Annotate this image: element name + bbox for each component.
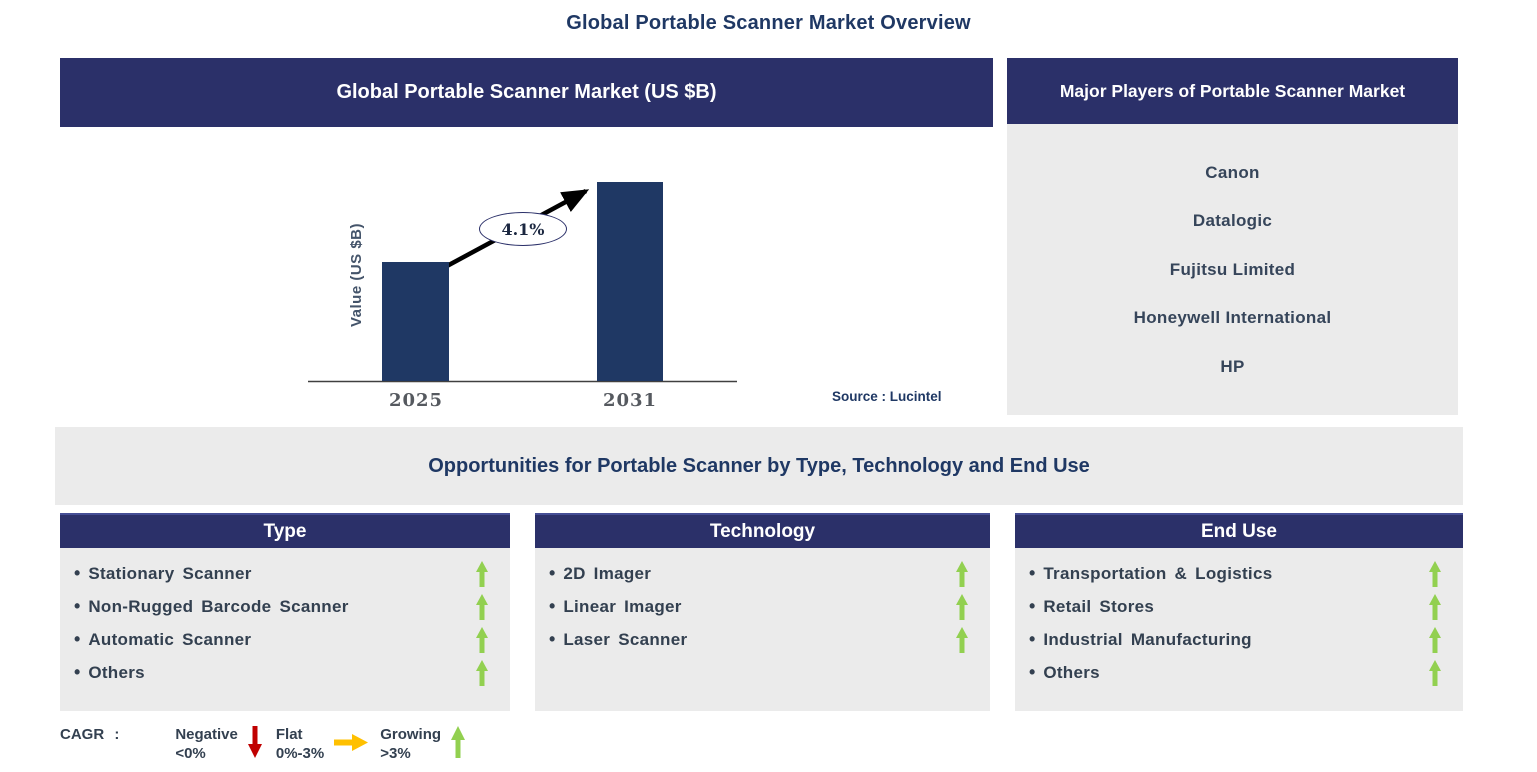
- item-label: Automatic Scanner: [88, 629, 252, 649]
- item-label: Retail Stores: [1043, 596, 1155, 616]
- chart-canvas: [308, 189, 737, 383]
- major-players-header: Major Players of Portable Scanner Market: [1007, 58, 1458, 124]
- legend-growing-name: Growing: [380, 726, 442, 743]
- technology-header-label: Technology: [709, 520, 816, 542]
- cagr-value: 4.1%: [501, 219, 545, 239]
- type-column: Type • Stationary Scanner • Non-Rugged B…: [60, 513, 510, 711]
- legend-growing-range: >3%: [380, 744, 411, 762]
- end-use-column: End Use • Transportation & Logistics • R…: [1015, 513, 1463, 711]
- bullet-icon: •: [549, 596, 556, 616]
- bullet-icon: •: [549, 563, 556, 583]
- item-label: Non-Rugged Barcode Scanner: [88, 596, 349, 616]
- bullet-icon: •: [74, 662, 81, 682]
- trend-up-icon: [476, 561, 488, 587]
- item-label: Stationary Scanner: [88, 563, 252, 583]
- opportunities-title: Opportunities for Portable Scanner by Ty…: [428, 454, 1090, 477]
- end-use-column-header: End Use: [1015, 513, 1463, 548]
- list-item: • Others: [1015, 656, 1463, 689]
- type-header-label: Type: [263, 520, 307, 542]
- source-note: Source : Lucintel: [832, 389, 942, 404]
- type-column-body: • Stationary Scanner • Non-Rugged Barcod…: [60, 548, 510, 711]
- item-label: Industrial Manufacturing: [1043, 629, 1252, 649]
- item-label: Linear Imager: [563, 596, 682, 616]
- cagr-badge: 4.1%: [479, 212, 567, 246]
- x-tick-2031: 2031: [602, 390, 658, 411]
- cagr-legend: CAGR : Negative <0% Flat 0%-3% Growing >…: [60, 726, 466, 764]
- legend-flat-name: Flat: [275, 726, 303, 743]
- item-label: Others: [1043, 662, 1100, 682]
- major-players-list: Canon Datalogic Fujitsu Limited Honeywel…: [1007, 124, 1458, 415]
- trend-flat-icon: [334, 734, 369, 751]
- bar-2031: [597, 182, 663, 381]
- bullet-icon: •: [74, 629, 81, 649]
- bullet-icon: •: [1029, 596, 1036, 616]
- cagr-legend-label: CAGR :: [60, 726, 120, 743]
- trend-up-icon: [476, 594, 488, 620]
- bullet-icon: •: [549, 629, 556, 649]
- x-tick-2025: 2025: [388, 390, 444, 411]
- trend-up-icon: [956, 594, 968, 620]
- bar-2025: [382, 262, 449, 381]
- item-label: 2D Imager: [563, 563, 652, 583]
- list-item: • Linear Imager: [535, 590, 990, 623]
- bullet-icon: •: [1029, 629, 1036, 649]
- page-title: Global Portable Scanner Market Overview: [566, 12, 971, 34]
- bullet-icon: •: [74, 563, 81, 583]
- list-item: • 2D Imager: [535, 557, 990, 590]
- list-item: • Industrial Manufacturing: [1015, 623, 1463, 656]
- player-name: HP: [1220, 356, 1245, 376]
- major-players-header-label: Major Players of Portable Scanner Market: [1059, 80, 1406, 101]
- list-item: • Stationary Scanner: [60, 557, 510, 590]
- y-axis-label: Value (US $B): [348, 222, 365, 328]
- opportunities-banner: Opportunities for Portable Scanner by Ty…: [55, 427, 1463, 505]
- trend-up-icon: [451, 726, 466, 758]
- list-item: • Non-Rugged Barcode Scanner: [60, 590, 510, 623]
- trend-up-icon: [956, 627, 968, 653]
- legend-entry-growing: Growing >3%: [380, 726, 466, 764]
- list-item: • Automatic Scanner: [60, 623, 510, 656]
- list-item: • Transportation & Logistics: [1015, 557, 1463, 590]
- end-use-header-label: End Use: [1200, 520, 1278, 542]
- player-name: Honeywell International: [1133, 308, 1332, 327]
- legend-negative-range: <0%: [175, 744, 206, 762]
- trend-down-icon: [247, 726, 262, 758]
- item-label: Transportation & Logistics: [1043, 563, 1273, 583]
- legend-flat-range: 0%-3%: [275, 744, 325, 762]
- player-name: Canon: [1205, 162, 1260, 182]
- list-item: • Others: [60, 656, 510, 689]
- trend-up-icon: [956, 561, 968, 587]
- market-chart-header: Global Portable Scanner Market (US $B): [60, 58, 993, 127]
- legend-entry-negative: Negative <0%: [175, 726, 276, 764]
- end-use-column-body: • Transportation & Logistics • Retail St…: [1015, 548, 1463, 711]
- item-label: Others: [88, 662, 145, 682]
- trend-up-icon: [476, 627, 488, 653]
- technology-column: Technology • 2D Imager • Linear Imager •…: [535, 513, 990, 711]
- technology-column-header: Technology: [535, 513, 990, 548]
- legend-negative-name: Negative: [175, 726, 238, 743]
- player-name: Datalogic: [1192, 211, 1273, 230]
- list-item: • Laser Scanner: [535, 623, 990, 656]
- bullet-icon: •: [1029, 563, 1036, 583]
- market-bar-chart: Value (US $B) 4.1% 2025 2031 Source : Lu…: [60, 127, 993, 415]
- trend-up-icon: [1429, 561, 1441, 587]
- major-players-panel: Major Players of Portable Scanner Market…: [1007, 58, 1458, 415]
- bullet-icon: •: [74, 596, 81, 616]
- trend-up-icon: [1429, 660, 1441, 686]
- trend-up-icon: [476, 660, 488, 686]
- bullet-icon: •: [1029, 662, 1036, 682]
- trend-up-icon: [1429, 627, 1441, 653]
- type-column-header: Type: [60, 513, 510, 548]
- trend-up-icon: [1429, 594, 1441, 620]
- market-chart-header-label: Global Portable Scanner Market (US $B): [336, 81, 717, 103]
- legend-entry-flat: Flat 0%-3%: [276, 726, 380, 764]
- player-name: Fujitsu Limited: [1169, 259, 1296, 279]
- item-label: Laser Scanner: [563, 629, 688, 649]
- technology-column-body: • 2D Imager • Linear Imager • Laser Scan…: [535, 548, 990, 711]
- list-item: • Retail Stores: [1015, 590, 1463, 623]
